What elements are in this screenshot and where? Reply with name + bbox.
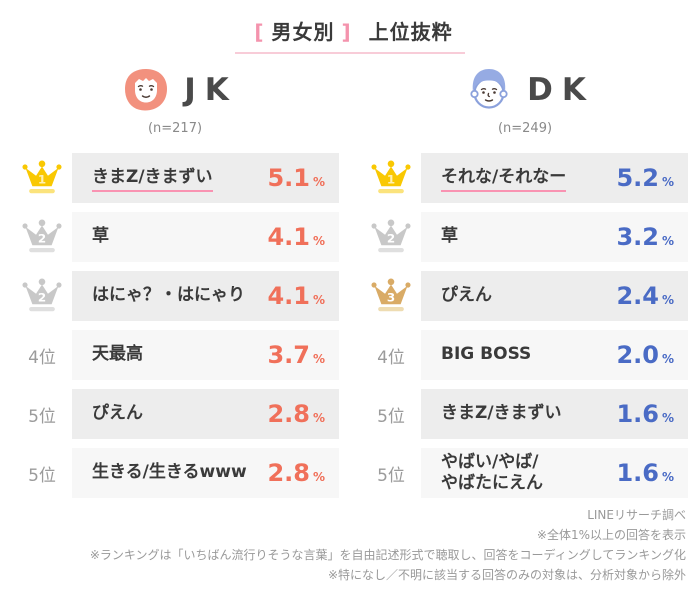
dk-row-4: 4位 BIG BOSS 2.0% xyxy=(361,330,688,380)
jk-row-3: 2 はにゃ？・はにゃり 4.1% xyxy=(12,271,339,321)
girl-face-icon xyxy=(125,69,168,111)
svg-text:2: 2 xyxy=(387,232,395,246)
source-credit: LINEリサーチ調べ xyxy=(587,508,686,522)
ranking-word: はにゃ？・はにゃり xyxy=(92,285,245,306)
crown-silver-icon: 2 xyxy=(22,278,62,312)
rank-badge: 4位 xyxy=(377,347,405,368)
jk-label: JK xyxy=(184,72,238,108)
svg-text:1: 1 xyxy=(387,173,395,187)
ranking-columns: 1 きまZ/きまずい 5.1% 2 xyxy=(0,153,700,507)
ranking-word: やばい/やば/ やばたにえん xyxy=(441,451,543,493)
ranking-percent: 3.2% xyxy=(616,223,674,251)
note-method: ※ランキングは「いちばん流行りそうな言葉」を自由記述形式で聴取し、回答をコーディ… xyxy=(89,548,686,562)
rank-badge: 2 xyxy=(12,271,72,321)
ranking-word: 草 xyxy=(441,226,458,247)
crown-silver-icon: 2 xyxy=(22,219,62,253)
ranking-word: 草 xyxy=(92,226,109,247)
jk-row-1: 1 きまZ/きまずい 5.1% xyxy=(12,153,339,203)
rank-badge: 3 xyxy=(361,271,421,321)
dk-row-3: 3 ぴえん 2.4% xyxy=(361,271,688,321)
svg-text:2: 2 xyxy=(38,232,46,246)
footer-notes: LINEリサーチ調べ ※全体1%以上の回答を表示 ※ランキングは「いちばん流行り… xyxy=(90,505,686,585)
boy-face-icon xyxy=(470,69,508,109)
ranking-percent: 2.4% xyxy=(616,282,674,310)
ranking-word: ぴえん xyxy=(92,403,143,424)
rank-badge: 5位 xyxy=(28,406,56,427)
svg-text:3: 3 xyxy=(387,291,395,305)
crown-gold-icon: 1 xyxy=(371,160,411,194)
jk-header: JK (n=217) xyxy=(0,64,350,136)
ranking-percent: 1.6% xyxy=(616,459,674,487)
ranking-percent: 4.1% xyxy=(267,282,325,310)
note-threshold: ※全体1%以上の回答を表示 xyxy=(536,528,686,542)
jk-row-5: 5位 ぴえん 2.8% xyxy=(12,389,339,439)
dk-ranking-list: 1 それな/それなー 5.2% 2 xyxy=(361,153,688,507)
title-underline xyxy=(235,52,465,54)
ranking-percent: 2.8% xyxy=(267,400,325,428)
column-headers: JK (n=217) DK (n=249) xyxy=(0,64,700,136)
jk-ranking-list: 1 きまZ/きまずい 5.1% 2 xyxy=(12,153,339,507)
ranking-word: 天最高 xyxy=(92,344,143,365)
ranking-word: きまZ/きまずい xyxy=(441,403,562,424)
rank-badge: 1 xyxy=(12,153,72,203)
crown-bronze-icon: 3 xyxy=(371,278,411,312)
dk-row-1: 1 それな/それなー 5.2% xyxy=(361,153,688,203)
dk-sample-size: (n=249) xyxy=(497,121,553,136)
crown-silver-icon: 2 xyxy=(371,219,411,253)
jk-row-6: 5位 生きる/生きるwww 2.8% xyxy=(12,448,339,498)
ranking-percent: 2.8% xyxy=(267,459,325,487)
ranking-word: BIG BOSS xyxy=(441,344,532,365)
crown-gold-icon: 1 xyxy=(22,160,62,194)
jk-row-2: 2 草 4.1% xyxy=(12,212,339,262)
rank-badge: 5位 xyxy=(377,406,405,427)
ranking-percent: 3.7% xyxy=(267,341,325,369)
ranking-percent: 1.6% xyxy=(616,400,674,428)
title-category: 男女別 xyxy=(271,20,335,44)
title-bracket-close: ] xyxy=(341,20,352,44)
rank-badge: 5位 xyxy=(377,465,405,486)
ranking-word: ぴえん xyxy=(441,285,492,306)
note-exclusion: ※特になし／不明に該当する回答のみの対象は、分析対象から除外 xyxy=(327,568,686,582)
jk-row-4: 4位 天最高 3.7% xyxy=(12,330,339,380)
dk-row-2: 2 草 3.2% xyxy=(361,212,688,262)
dk-row-5: 5位 きまZ/きまずい 1.6% xyxy=(361,389,688,439)
rank-badge: 4位 xyxy=(28,347,56,368)
page-title: [男女別] 上位抜粋 xyxy=(0,0,700,45)
dk-label: DK xyxy=(527,72,595,108)
dk-header: DK (n=249) xyxy=(350,64,700,136)
svg-text:1: 1 xyxy=(38,173,46,187)
title-bracket-open: [ xyxy=(254,20,265,44)
rank-badge: 1 xyxy=(361,153,421,203)
jk-sample-size: (n=217) xyxy=(147,121,203,136)
ranking-percent: 5.2% xyxy=(616,164,674,192)
svg-text:2: 2 xyxy=(38,291,46,305)
rank-badge: 2 xyxy=(361,212,421,262)
title-suffix: 上位抜粋 xyxy=(368,20,453,44)
ranking-word: 生きる/生きるwww xyxy=(92,462,247,483)
rank-badge: 5位 xyxy=(28,465,56,486)
ranking-percent: 2.0% xyxy=(616,341,674,369)
ranking-word: きまZ/きまずい xyxy=(92,167,267,193)
dk-row-6: 5位 やばい/やば/ やばたにえん 1.6% xyxy=(361,448,688,498)
ranking-percent: 5.1% xyxy=(267,164,325,192)
ranking-word: それな/それなー xyxy=(441,167,616,193)
rank-badge: 2 xyxy=(12,212,72,262)
ranking-percent: 4.1% xyxy=(267,223,325,251)
